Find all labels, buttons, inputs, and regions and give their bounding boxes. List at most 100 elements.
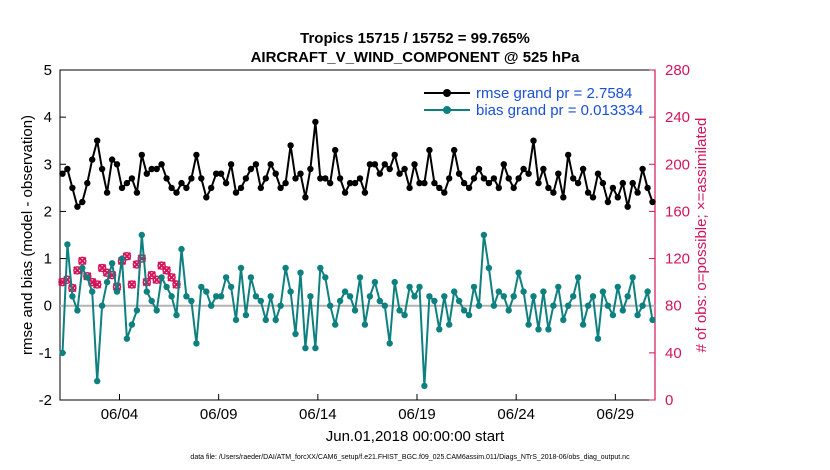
bias-point — [208, 302, 215, 309]
rmse-point — [203, 194, 210, 201]
bias-point — [426, 293, 433, 300]
obs-possible-marker — [137, 254, 147, 263]
bias-point — [242, 311, 250, 319]
rmse-point — [366, 161, 374, 168]
rmse-point — [282, 179, 289, 187]
bias-point — [272, 316, 279, 324]
bias-point — [381, 302, 388, 309]
plot-area — [59, 69, 656, 401]
legend: rmse grand pr = 2.7584 bias grand pr = 0… — [424, 85, 643, 119]
bias-point — [376, 297, 383, 305]
bias-point — [203, 288, 210, 295]
bias-point — [69, 293, 76, 300]
obs-possible-marker — [172, 280, 181, 289]
y-axis-right: 0 40 80 120 160 200 240 280 — [649, 62, 690, 409]
rmse-point — [103, 189, 111, 196]
bias-point — [525, 321, 532, 328]
footnote: data file: /Users/raeder/DAI/ATM_forcXX/… — [190, 454, 630, 461]
rmse-point — [222, 179, 230, 187]
rmse-point — [381, 161, 388, 168]
rmse-series — [59, 118, 656, 210]
bias-point — [570, 293, 577, 300]
obs-assimilated-marker — [162, 266, 171, 275]
rmse-point — [59, 170, 66, 177]
y-right-tick-label: 240 — [665, 109, 690, 126]
rmse-point — [530, 137, 537, 144]
bias-point — [84, 274, 91, 281]
rmse-point — [242, 175, 250, 182]
rmse-point — [619, 179, 626, 187]
rmse-point — [421, 179, 428, 187]
rmse-point — [153, 165, 160, 173]
bias-point — [257, 297, 264, 305]
rmse-point — [208, 184, 215, 192]
y-axis-left-label: rmse and bias (model - observation) — [19, 115, 36, 355]
rmse-point — [267, 161, 274, 168]
y-right-tick-label: 40 — [665, 345, 682, 362]
rmse-point — [322, 175, 329, 182]
bias-point — [451, 288, 458, 295]
x-axis: 06/04 06/09 06/14 06/19 06/24 06/29 — [101, 394, 634, 423]
rmse-point — [361, 189, 369, 196]
bias-point — [560, 316, 567, 324]
rmse-point — [599, 179, 607, 187]
rmse-point — [490, 175, 498, 182]
bias-point — [252, 293, 260, 300]
rmse-point — [555, 170, 562, 177]
bias-point — [505, 307, 512, 314]
bias-point — [178, 245, 185, 253]
obs-possible-marker — [127, 280, 137, 289]
rmse-point — [609, 184, 617, 192]
rmse-point — [356, 175, 364, 182]
bias-point — [589, 293, 597, 300]
rmse-point — [505, 175, 512, 182]
rmse-point — [545, 184, 552, 192]
rmse-point — [500, 161, 507, 168]
rmse-point — [173, 189, 180, 196]
bias-point — [336, 297, 344, 305]
bias-point — [153, 307, 160, 314]
bias-point — [386, 340, 393, 347]
rmse-point — [123, 179, 131, 187]
bias-point — [460, 307, 468, 314]
bias-point — [133, 307, 141, 314]
rmse-point — [237, 184, 245, 192]
bias-point — [545, 326, 552, 333]
bias-point — [366, 293, 374, 300]
bias-point — [644, 288, 651, 295]
y-left-tick-label: -1 — [39, 345, 52, 362]
rmse-point — [510, 184, 517, 192]
bias-point — [332, 321, 339, 328]
bias-point — [550, 302, 557, 309]
bias-point — [103, 278, 111, 286]
rmse-point — [584, 189, 592, 196]
rmse-point — [436, 184, 443, 192]
rmse-point — [64, 165, 71, 173]
bias-point — [639, 302, 646, 309]
bias-point — [148, 297, 155, 305]
rmse-point — [604, 198, 612, 206]
bias-point — [277, 302, 284, 309]
obs-possible-marker — [147, 270, 156, 280]
bias-point — [94, 377, 101, 385]
y-axis-right-label: # of obs: o=possible; ×=assimilated — [693, 118, 710, 353]
rmse-point — [396, 170, 403, 177]
rmse-point — [188, 175, 195, 182]
y-axis-left: -2 -1 0 1 2 3 4 5 — [39, 62, 66, 409]
bias-point — [520, 288, 527, 295]
rmse-point — [297, 170, 304, 177]
bias-point — [465, 311, 473, 319]
obs-assimilated-marker — [92, 280, 102, 289]
bias-point — [317, 264, 324, 272]
bias-point — [500, 293, 507, 300]
bias-point — [361, 321, 369, 328]
rmse-point — [138, 151, 145, 159]
rmse-point — [411, 161, 418, 168]
obs-assimilated-marker — [167, 273, 176, 282]
bias-point — [535, 326, 542, 333]
bias-point — [292, 330, 299, 338]
rmse-point — [426, 146, 433, 154]
bias-point — [89, 288, 96, 295]
bias-point — [173, 311, 180, 319]
bias-point — [431, 297, 438, 305]
